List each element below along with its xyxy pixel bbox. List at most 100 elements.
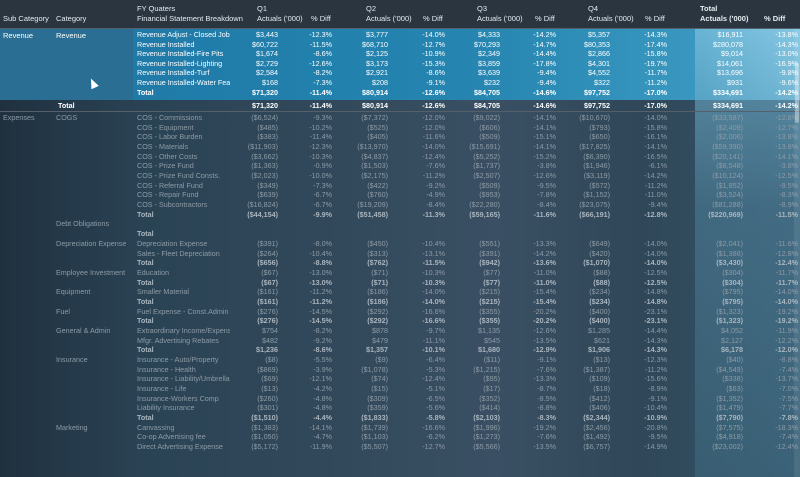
row-label[interactable]: Total (137, 258, 154, 268)
sub-category-cell[interactable] (1, 365, 54, 374)
value-cell[interactable]: -14.1% (775, 151, 798, 161)
row-label[interactable]: Co-op Advertising fee (137, 432, 206, 442)
value-cell[interactable]: -16.6% (422, 306, 445, 316)
header-q4-diff[interactable]: % Diff (645, 14, 665, 23)
value-cell[interactable]: ($2,175) (361, 171, 388, 181)
grand-total-cell[interactable]: -12.6% (422, 101, 445, 110)
value-cell[interactable]: -17.8% (533, 58, 556, 68)
value-cell[interactable]: ($6,524) (251, 113, 278, 122)
revenue-row[interactable]: Total $71,320 -11.4% $80,914 -12.6% $84,705 -1… (0, 88, 800, 97)
value-cell[interactable]: ($13) (261, 384, 278, 394)
category-cell[interactable]: Insurance (56, 355, 88, 364)
sub-category-cell[interactable] (1, 132, 54, 141)
value-cell[interactable]: ($2,507) (473, 171, 500, 181)
sub-category-cell[interactable] (1, 200, 54, 209)
value-cell[interactable]: ($1,273) (473, 432, 500, 442)
row-label[interactable]: Direct Advertising Expense (137, 442, 223, 452)
value-cell[interactable]: $2,584 (256, 68, 278, 78)
sub-category-cell[interactable] (1, 181, 54, 190)
value-cell[interactable]: ($13) (593, 355, 610, 364)
table-row[interactable]: Fuel Fuel Expense - Const.Admin ($276) -14.… (0, 307, 800, 316)
value-cell[interactable]: -11.3% (422, 209, 445, 219)
table-row[interactable]: COS - Prize Fund Consts. ($2,023) -10.0% ($… (0, 171, 800, 180)
value-cell[interactable]: -11.4% (309, 132, 332, 142)
value-cell[interactable]: -11.6% (422, 132, 445, 142)
value-cell[interactable]: ($656) (257, 258, 278, 268)
value-cell[interactable]: -14.3% (644, 30, 667, 39)
value-cell[interactable]: -8.9% (648, 384, 667, 394)
value-cell[interactable]: ($4,918) (716, 432, 743, 442)
value-cell[interactable]: -14.0% (422, 287, 445, 297)
header-q1-diff[interactable]: % Diff (311, 14, 331, 23)
value-cell[interactable] (338, 229, 388, 238)
category-cell[interactable] (54, 316, 134, 325)
value-cell[interactable]: ($5,172) (251, 442, 278, 452)
value-cell[interactable]: -11.2% (309, 287, 332, 297)
value-cell[interactable]: -10.4% (644, 403, 667, 413)
value-cell[interactable]: -12.4% (422, 151, 445, 161)
subtotal-row[interactable]: Total ($1,510) -4.4% ($1,833) -5.8% ($2,103) -… (0, 413, 800, 422)
value-cell[interactable]: -9.5% (648, 432, 667, 442)
value-cell[interactable]: -5.8% (426, 413, 445, 423)
sub-category-cell[interactable] (1, 142, 54, 151)
header-q2-actuals[interactable]: Actuals ('000) (366, 14, 412, 23)
value-cell[interactable]: ($953) (479, 190, 500, 200)
value-cell[interactable]: ($161) (257, 296, 278, 306)
sub-category-cell[interactable] (1, 394, 54, 403)
value-cell[interactable]: -16.6% (422, 316, 445, 326)
value-cell[interactable]: ($2,041) (716, 238, 743, 248)
table-row[interactable]: COS - Subcontractors ($16,824) -6.7% ($19,2… (0, 200, 800, 209)
value-cell[interactable]: -15.4% (533, 287, 556, 297)
value-cell[interactable]: -7.6% (537, 432, 556, 442)
value-cell[interactable]: -12.8% (644, 209, 667, 219)
value-cell[interactable]: ($234) (589, 296, 610, 306)
row-label[interactable]: Revenue Installed-Water Feature (137, 78, 230, 87)
value-cell[interactable]: -9.1% (648, 393, 667, 403)
value-cell[interactable]: -4.8% (313, 403, 332, 413)
value-cell[interactable]: -14.2% (644, 171, 667, 181)
value-cell[interactable] (560, 219, 610, 228)
value-cell[interactable]: $2,921 (366, 68, 388, 78)
value-cell[interactable]: -5.1% (426, 384, 445, 394)
value-cell[interactable]: -14.3% (775, 39, 798, 49)
value-cell[interactable]: -14.0% (422, 30, 445, 39)
value-cell[interactable]: ($7,790) (716, 413, 743, 423)
value-cell[interactable]: $1,285 (588, 325, 610, 335)
value-cell[interactable]: ($1,323) (716, 306, 743, 316)
value-cell[interactable]: -14.2% (533, 248, 556, 258)
value-cell[interactable]: $14,061 (717, 58, 743, 68)
value-cell[interactable]: $3,859 (478, 58, 500, 68)
value-cell[interactable]: $545 (484, 335, 500, 345)
table-row[interactable]: Expenses COGS COS - Commissions ($6,524) -9.… (0, 113, 800, 122)
value-cell[interactable]: -20.2% (533, 306, 556, 316)
value-cell[interactable]: $60,722 (252, 39, 278, 49)
value-cell[interactable]: -8.9% (779, 200, 798, 210)
row-label[interactable]: COS - Prize Fund (137, 161, 194, 171)
value-cell[interactable]: ($1,070) (583, 258, 610, 268)
value-cell[interactable]: ($234) (589, 287, 610, 297)
value-cell[interactable] (695, 219, 743, 228)
value-cell[interactable]: -8.8% (537, 403, 556, 413)
value-cell[interactable]: -14.2% (533, 30, 556, 39)
value-cell[interactable]: -7.4% (779, 432, 798, 442)
value-cell[interactable] (338, 219, 388, 228)
category-cell[interactable] (54, 365, 134, 374)
value-cell[interactable]: ($23,002) (712, 442, 743, 452)
value-cell[interactable]: -12.5% (644, 277, 667, 287)
value-cell[interactable]: -8.8% (779, 355, 798, 364)
value-cell[interactable]: -13.0% (309, 267, 332, 277)
category-cell[interactable]: General & Admin (56, 325, 111, 335)
value-cell[interactable]: -4.2% (313, 384, 332, 394)
value-cell[interactable]: -12.8% (775, 248, 798, 258)
sub-category-cell[interactable] (1, 442, 54, 451)
value-cell[interactable]: ($40) (726, 355, 743, 364)
value-cell[interactable]: -9.2% (426, 180, 445, 190)
value-cell[interactable]: -10.3% (422, 267, 445, 277)
value-cell[interactable]: ($355) (479, 316, 500, 326)
value-cell[interactable]: -4.4% (313, 413, 332, 423)
sub-category-cell[interactable] (1, 190, 54, 199)
value-cell[interactable]: -23.1% (644, 316, 667, 326)
category-cell[interactable] (54, 403, 134, 412)
subtotal-row[interactable]: Total ($276) -14.5% ($292) -16.6% ($355) -20.2… (0, 316, 800, 325)
